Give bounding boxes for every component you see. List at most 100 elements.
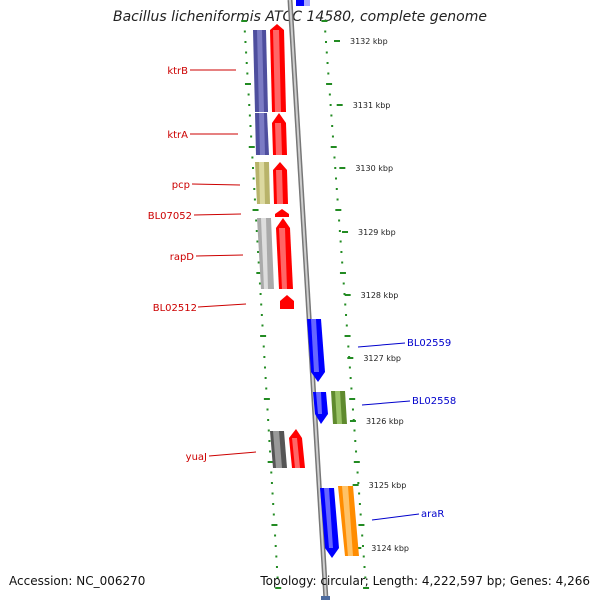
gc-dot	[267, 419, 270, 421]
gc-dot	[330, 146, 337, 148]
gc-dot	[267, 429, 270, 432]
gc-dot	[248, 114, 251, 117]
gc-dot	[335, 209, 342, 211]
gene-rapD[interactable]	[257, 218, 293, 289]
gc-dot	[331, 135, 334, 138]
gc-dot	[256, 272, 263, 274]
gc-dot	[358, 503, 361, 505]
gene-araR[interactable]	[320, 486, 359, 558]
gc-dot	[329, 104, 332, 106]
gc-dot	[362, 555, 365, 558]
partial-forward-cds	[296, 0, 310, 6]
gene-BL07052[interactable]	[275, 209, 289, 217]
partial-bottom-cds	[321, 596, 330, 600]
gc-dot	[356, 471, 359, 474]
gc-dot	[249, 125, 252, 127]
gc-dot	[345, 324, 348, 327]
gc-dot	[272, 513, 275, 516]
gc-dot	[338, 219, 341, 222]
gc-dot	[276, 576, 279, 579]
gc-dot	[271, 492, 274, 495]
kbp-tick-label: 3124 kbp	[371, 544, 409, 553]
gene-label-BL02559[interactable]: BL02559	[407, 338, 451, 349]
gc-dot	[336, 198, 339, 201]
gc-dot	[354, 440, 357, 442]
gene-label-yuaJ[interactable]: yuaJ	[186, 452, 207, 463]
gc-dot	[257, 261, 260, 264]
gc-dot	[349, 398, 356, 400]
gc-dot	[341, 261, 344, 264]
kbp-tick-label: 3128 kbp	[361, 291, 399, 300]
gene-yuaJ[interactable]	[270, 429, 305, 468]
gc-dot	[326, 83, 333, 85]
gc-dot	[256, 240, 259, 243]
gene-BL02512[interactable]	[280, 295, 294, 309]
gc-dot	[348, 366, 351, 369]
gc-dot	[272, 503, 275, 505]
gc-dot	[260, 314, 263, 316]
gene-ktrB[interactable]	[253, 24, 286, 112]
gc-dot	[338, 230, 341, 232]
gc-dot	[350, 387, 353, 390]
gc-dot	[335, 188, 338, 190]
gc-dot	[331, 125, 334, 127]
gc-dot	[251, 156, 254, 159]
gc-dot	[270, 482, 273, 484]
gc-dot	[325, 51, 328, 54]
gene-label-BL02512[interactable]: BL02512	[153, 303, 197, 314]
gc-dot	[274, 534, 277, 537]
gene-pcp[interactable]	[255, 162, 288, 204]
gc-dot	[358, 524, 365, 526]
gc-dot	[247, 93, 250, 96]
gc-dot	[347, 345, 350, 348]
gc-dot	[252, 209, 259, 211]
gc-skew-dots-left	[241, 20, 282, 589]
gc-dot	[275, 566, 278, 568]
gc-dot	[351, 408, 354, 411]
gc-dot	[363, 566, 366, 568]
gc-dot	[327, 72, 330, 75]
gc-dot	[339, 272, 346, 274]
gene-label-araR[interactable]: araR	[421, 509, 444, 520]
gc-dot	[343, 293, 346, 295]
gc-dot	[339, 240, 342, 243]
gc-dot	[355, 450, 358, 453]
gc-dot	[245, 62, 248, 64]
genome-stats-text: Topology: circular; Length: 4,222,597 bp…	[260, 574, 590, 588]
gc-dot	[271, 524, 278, 526]
gc-dot	[252, 177, 255, 180]
kbp-tick-label: 3125 kbp	[369, 481, 407, 490]
gc-dot	[344, 335, 351, 337]
kbp-tick-label: 3131 kbp	[353, 101, 391, 110]
gc-dot	[257, 251, 260, 253]
gc-dot	[255, 219, 258, 222]
kbp-tick-label: 3132 kbp	[350, 37, 388, 46]
partial-forward-cds-shade	[304, 0, 310, 6]
gene-label-BL07052[interactable]: BL07052	[148, 211, 192, 222]
gc-dot	[330, 114, 333, 117]
gc-dot	[260, 303, 263, 306]
gene-label-pcp[interactable]: pcp	[172, 180, 190, 191]
gc-dot	[258, 282, 261, 285]
gc-dot	[321, 20, 328, 22]
gene-ktrA[interactable]	[255, 113, 287, 155]
gc-dot	[248, 146, 255, 148]
gc-dot	[263, 356, 266, 358]
gc-dot	[250, 135, 253, 138]
gene-label-ktrB[interactable]: ktrB	[167, 66, 188, 77]
gc-dot	[255, 230, 258, 232]
gc-dot	[357, 482, 360, 484]
gc-dot	[364, 576, 367, 579]
gc-dot	[344, 303, 347, 306]
gc-dot	[265, 387, 268, 390]
gc-dot	[244, 41, 247, 43]
gene-label-BL02558[interactable]: BL02558	[412, 396, 456, 407]
gc-dot	[328, 93, 331, 96]
kbp-ticks: 3132 kbp 3131 kbp 3130 kbp 3129 kbp 3128 kbp…	[334, 37, 409, 553]
gene-BL02559[interactable]	[307, 319, 325, 382]
gene-BL02558[interactable]	[313, 391, 347, 424]
gene-label-rapD[interactable]: rapD	[170, 252, 195, 263]
kbp-tick-label: 3129 kbp	[358, 228, 396, 237]
gene-label-ktrA[interactable]: ktrA	[167, 130, 188, 141]
